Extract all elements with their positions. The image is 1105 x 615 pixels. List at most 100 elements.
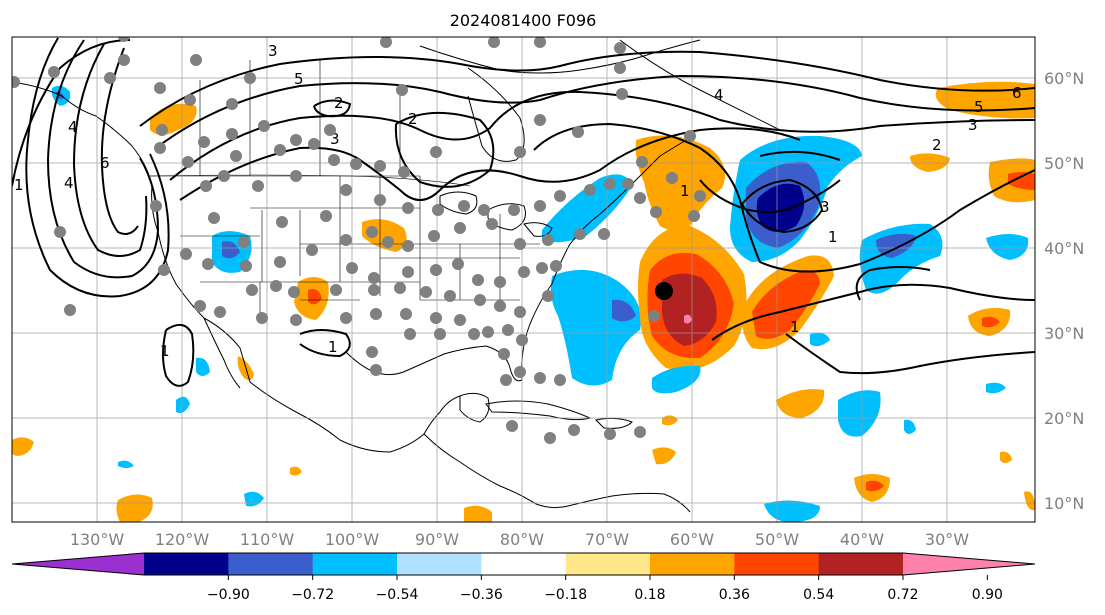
colorbar-segment — [144, 553, 229, 575]
graticule — [12, 37, 1035, 522]
contour-label: 4 — [64, 174, 74, 192]
station-dot — [572, 126, 584, 138]
station-dot — [158, 264, 170, 276]
map-panel: 1 4 6 5 2 3 2 4 1 3 1 4 5 6 3 2 1 3 1 1 — [12, 37, 1035, 522]
contour-line — [25, 37, 170, 298]
station-dot — [370, 308, 382, 320]
station-dot — [636, 156, 648, 168]
anomaly-blob — [176, 396, 190, 413]
central-america — [423, 433, 569, 509]
station-dot — [514, 366, 526, 378]
station-dot — [346, 262, 358, 274]
station-dot — [240, 260, 252, 272]
station-dot — [246, 284, 258, 296]
longitude-label: 130°W — [70, 530, 125, 549]
station-dot — [534, 372, 546, 384]
station-dot — [516, 334, 528, 346]
station-dot — [198, 136, 210, 148]
station-dot — [430, 312, 442, 324]
colorbar: −0.90 −0.72 −0.54 −0.36 −0.18 0.18 0.36 0.54 0.7… — [11, 552, 1036, 603]
contour-label: 6 — [100, 154, 110, 172]
station-dot — [306, 244, 318, 256]
station-dot — [230, 150, 242, 162]
colorbar-segment — [228, 553, 314, 575]
station-dot — [150, 200, 162, 212]
station-dot — [404, 328, 416, 340]
station-dot — [340, 234, 352, 246]
contour-label: 3 — [820, 198, 830, 216]
station-dot — [276, 216, 288, 228]
station-dot — [118, 37, 130, 42]
station-dot — [184, 94, 196, 106]
station-dot — [366, 226, 378, 238]
contour-line — [759, 150, 841, 161]
state-borders — [150, 175, 540, 320]
contour-line — [169, 90, 1035, 181]
station-dot — [238, 236, 250, 248]
anomaly-blob — [308, 289, 322, 305]
colorbar-segment — [818, 553, 904, 575]
anomaly-blob — [652, 365, 701, 394]
station-dot — [622, 178, 634, 190]
station-dot — [684, 130, 696, 142]
station-dot — [432, 204, 444, 216]
station-dot — [274, 144, 286, 156]
longitude-label: 80°W — [500, 530, 544, 549]
anomaly-blob — [838, 390, 881, 437]
station-dot — [502, 324, 514, 336]
station-dot — [634, 192, 646, 204]
contour-line — [139, 50, 1035, 127]
station-dot — [500, 374, 512, 386]
figure-title: 2024081400 F096 — [450, 11, 597, 30]
north-america-coast — [12, 81, 461, 453]
station-dot — [380, 37, 392, 48]
longitude-label: 70°W — [585, 530, 629, 549]
station-dot — [498, 348, 510, 360]
colorbar-tick-label: −0.90 — [207, 587, 250, 603]
station-dot — [598, 228, 610, 240]
station-dot — [430, 146, 442, 158]
contour-label: 1 — [328, 338, 338, 356]
station-dot — [400, 308, 412, 320]
anomaly-blob — [982, 316, 1000, 328]
colorbar-tick-label: 0.90 — [972, 587, 1003, 603]
station-dot — [482, 326, 494, 338]
colorbar-segment — [481, 553, 567, 575]
station-dot — [534, 114, 546, 126]
contour-label: 6 — [1012, 84, 1022, 102]
station-dot — [534, 37, 546, 48]
station-dot — [226, 98, 238, 110]
station-dot — [290, 134, 302, 146]
colorbar-extend-min — [12, 553, 144, 575]
anomaly-blob — [12, 437, 34, 456]
contour-label: 4 — [68, 118, 78, 136]
anomaly-blob — [222, 241, 240, 259]
station-dot — [328, 154, 340, 166]
station-dot — [534, 200, 546, 212]
station-dot — [320, 210, 332, 222]
station-dot — [514, 238, 526, 250]
station-dot — [154, 142, 166, 154]
station-dot — [258, 120, 270, 132]
station-dot — [478, 204, 490, 216]
anomaly-blob — [1024, 491, 1035, 511]
station-dot — [218, 170, 230, 182]
station-dot — [394, 282, 406, 294]
station-dot — [536, 262, 548, 274]
station-dot — [48, 66, 60, 78]
station-dot — [402, 240, 414, 252]
station-dot — [340, 184, 352, 196]
anomaly-blob — [290, 466, 302, 476]
anomaly-blob — [1000, 451, 1012, 463]
station-dot — [574, 228, 586, 240]
contour-line — [179, 127, 801, 201]
colorbar-segment — [734, 553, 820, 575]
contour-label: 3 — [968, 116, 978, 134]
station-dot — [350, 158, 362, 170]
station-dot — [402, 266, 414, 278]
contour-label: 1 — [680, 182, 690, 200]
anomaly-blob — [118, 460, 134, 468]
canada-border — [149, 60, 471, 187]
latitude-label: 60°N — [1044, 69, 1084, 88]
contour-label: 3 — [268, 42, 278, 60]
